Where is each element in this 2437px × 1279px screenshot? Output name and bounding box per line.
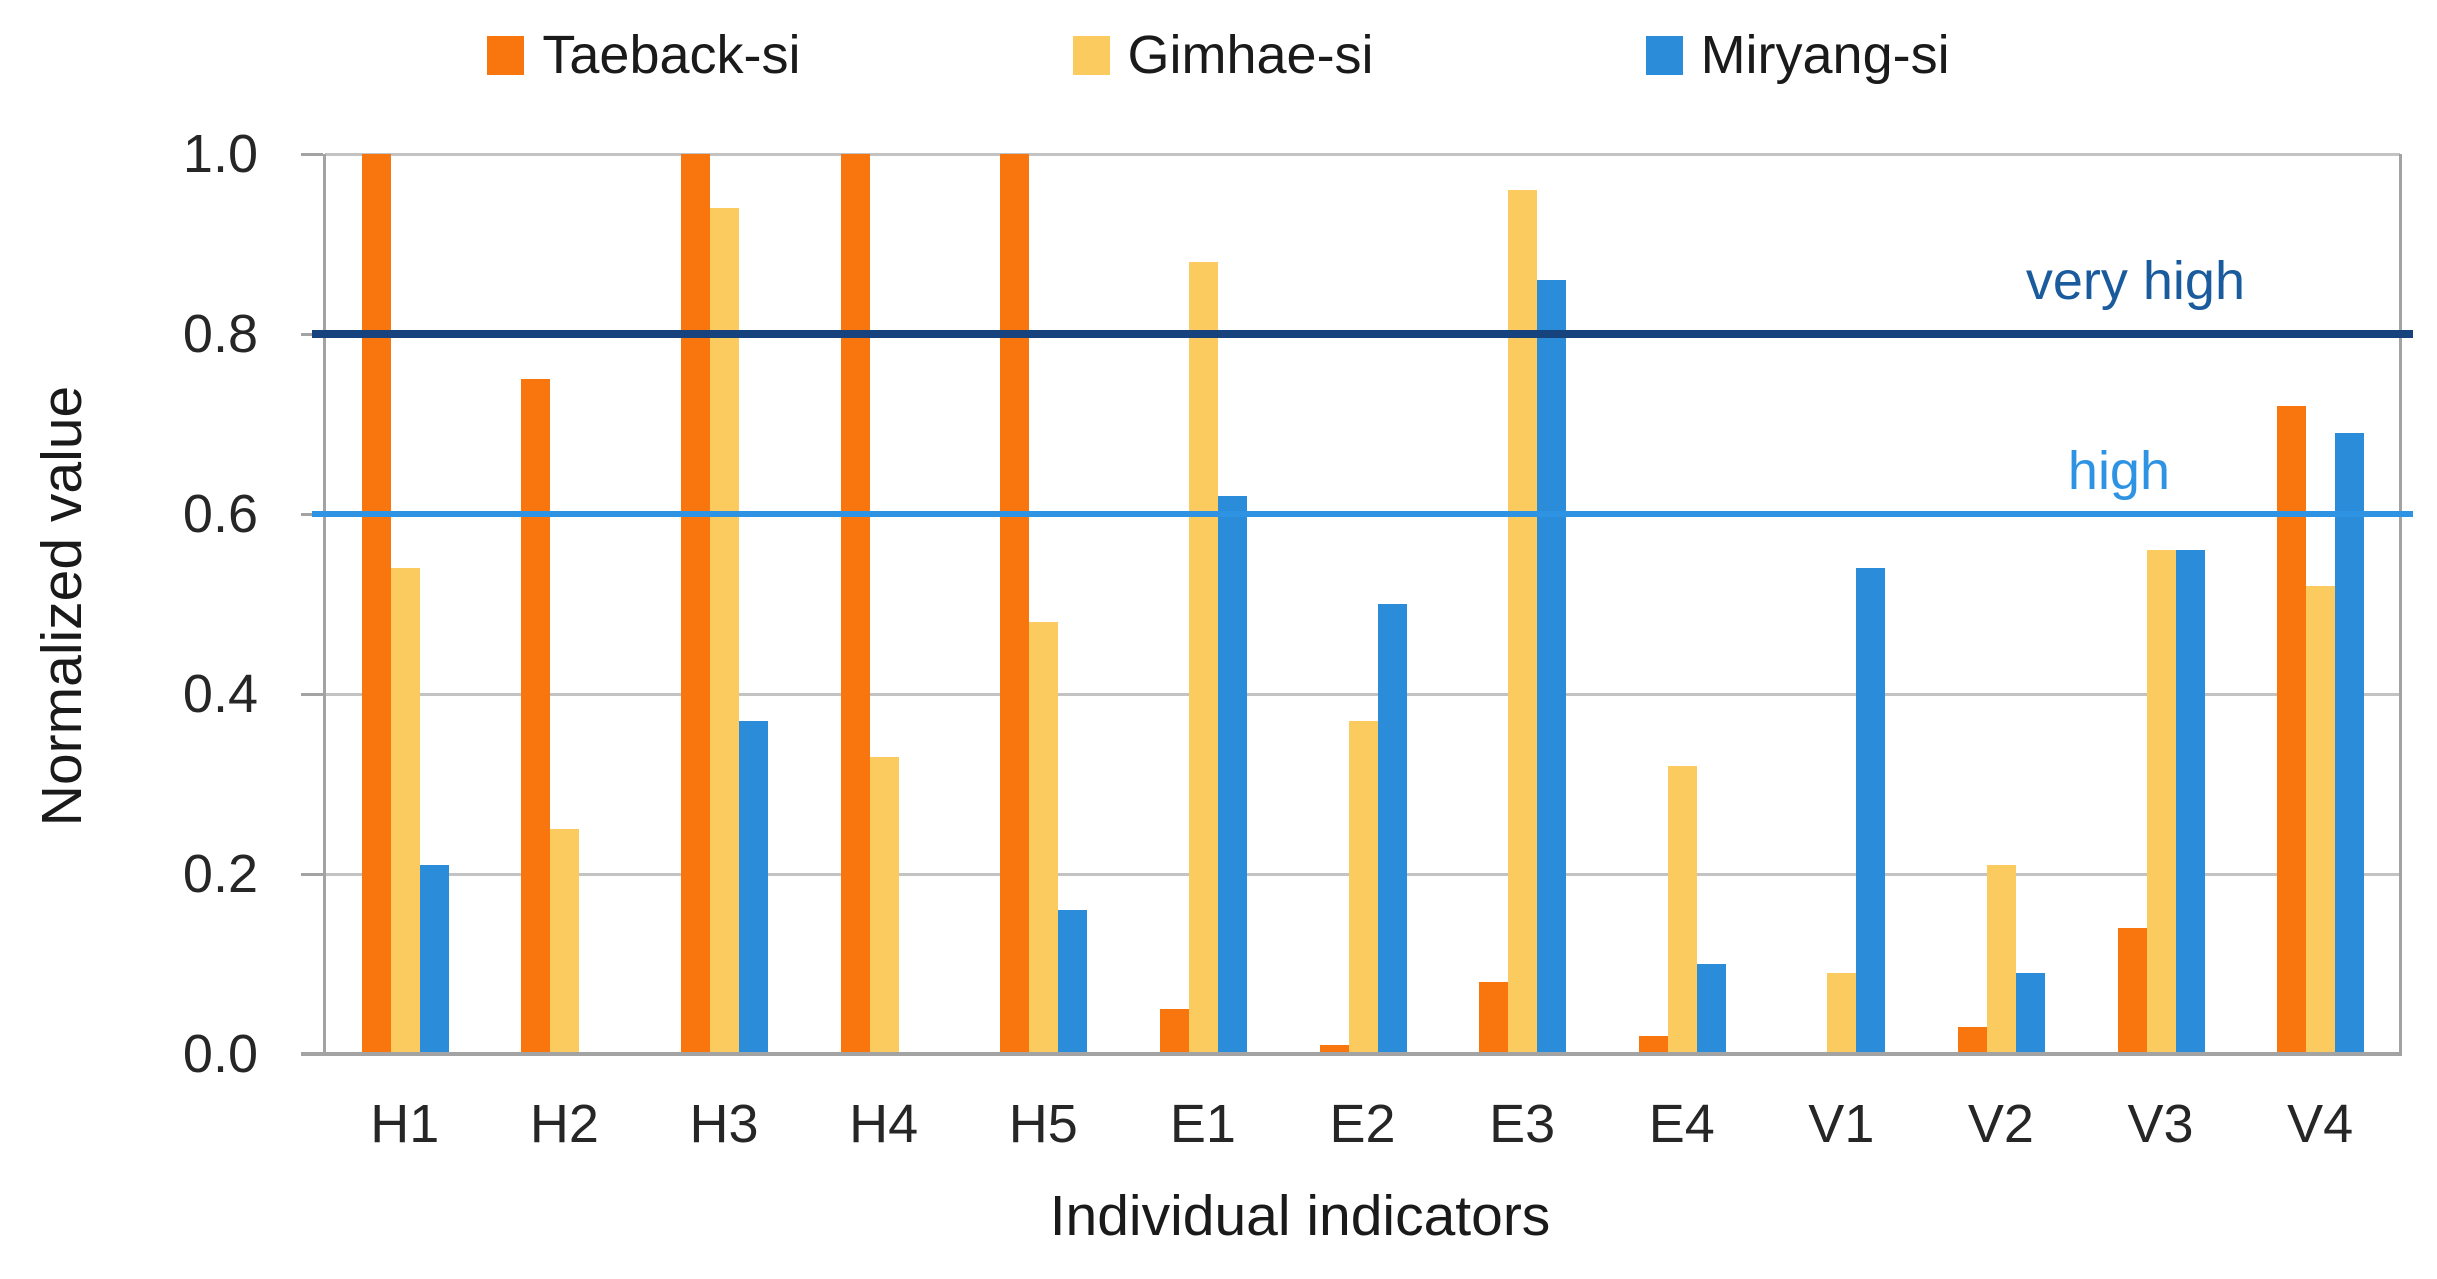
bar-H3-miryang-si xyxy=(739,721,769,1054)
x-tick-label-H2: H2 xyxy=(529,1094,599,1154)
legend-swatch-icon xyxy=(487,35,525,75)
bar-E4-miryang-si xyxy=(1696,964,1726,1054)
plot-right-border xyxy=(2399,154,2402,1054)
bar-E2-taeback-si xyxy=(1319,1045,1349,1054)
x-tick-label-E3: E3 xyxy=(1489,1094,1556,1154)
bar-V2-gimhae-si xyxy=(1986,865,2016,1054)
y-tick-label: 0.4 xyxy=(182,664,258,724)
gridline-y-1.0 xyxy=(325,152,2400,156)
bar-E3-taeback-si xyxy=(1479,982,1509,1054)
bar-E2-miryang-si xyxy=(1377,604,1407,1054)
y-tick-mark xyxy=(301,152,323,156)
bar-H1-gimhae-si xyxy=(390,568,420,1054)
x-tick-label-V1: V1 xyxy=(1808,1094,1875,1154)
gridline-y-0.4 xyxy=(325,692,2400,696)
reference-label-high: high xyxy=(2067,441,2170,501)
bar-E4-gimhae-si xyxy=(1667,766,1697,1054)
bar-E4-taeback-si xyxy=(1638,1036,1668,1054)
bar-V3-taeback-si xyxy=(2117,928,2147,1054)
y-tick-mark xyxy=(301,692,323,696)
y-tick-label: 0.8 xyxy=(182,304,258,364)
x-axis-line xyxy=(301,1052,2402,1056)
bar-H5-taeback-si xyxy=(1000,154,1030,1054)
x-axis-title: Individual indicators xyxy=(1049,1184,1551,1248)
x-tick-label-V3: V3 xyxy=(2127,1094,2194,1154)
bar-H3-gimhae-si xyxy=(710,208,740,1054)
legend-label: Gimhae-si xyxy=(1127,25,1374,85)
x-tick-label-E4: E4 xyxy=(1648,1094,1715,1154)
bar-H2-gimhae-si xyxy=(550,829,580,1054)
x-tick-label-V4: V4 xyxy=(2287,1094,2354,1154)
bar-V4-miryang-si xyxy=(2335,433,2365,1054)
legend-item-miryang-si: Miryang-si xyxy=(1645,24,1950,86)
bar-H1-miryang-si xyxy=(419,865,449,1054)
bar-H3-taeback-si xyxy=(681,154,711,1054)
bar-H1-taeback-si xyxy=(361,154,391,1054)
bar-H4-taeback-si xyxy=(840,154,870,1054)
y-axis-title: Normalized value xyxy=(30,385,94,827)
bar-E3-miryang-si xyxy=(1537,280,1567,1054)
bar-V3-gimhae-si xyxy=(2146,550,2176,1054)
legend-item-gimhae-si: Gimhae-si xyxy=(1072,24,1374,86)
y-tick-label: 0.2 xyxy=(182,844,258,904)
bar-E3-gimhae-si xyxy=(1508,190,1538,1054)
y-tick-label: 0.0 xyxy=(182,1024,258,1084)
bar-V2-miryang-si xyxy=(2015,973,2045,1054)
x-tick-label-E2: E2 xyxy=(1329,1094,1396,1154)
bar-V2-taeback-si xyxy=(1957,1027,1987,1054)
x-tick-label-V2: V2 xyxy=(1967,1094,2034,1154)
bar-E2-gimhae-si xyxy=(1348,721,1378,1054)
reference-label-very-high: very high xyxy=(2025,251,2245,311)
y-axis-line xyxy=(323,154,326,1054)
legend-swatch-icon xyxy=(1645,35,1683,75)
bar-H5-gimhae-si xyxy=(1029,622,1059,1054)
x-tick-label-H4: H4 xyxy=(849,1094,919,1154)
y-tick-label: 1.0 xyxy=(182,124,258,184)
x-tick-label-H5: H5 xyxy=(1008,1094,1078,1154)
x-tick-label-E1: E1 xyxy=(1169,1094,1236,1154)
x-tick-label-H3: H3 xyxy=(689,1094,759,1154)
legend-swatch-icon xyxy=(1072,35,1110,75)
bar-E1-taeback-si xyxy=(1159,1009,1189,1054)
reference-line-high xyxy=(312,511,2413,517)
y-tick-mark xyxy=(301,872,323,876)
legend-label: Taeback-si xyxy=(542,25,801,85)
bar-H2-taeback-si xyxy=(521,379,551,1054)
bar-E1-gimhae-si xyxy=(1188,262,1218,1054)
legend-item-taeback-si: Taeback-si xyxy=(487,24,801,86)
bar-V1-miryang-si xyxy=(1856,568,1886,1054)
bar-E1-miryang-si xyxy=(1217,496,1247,1054)
bar-V4-gimhae-si xyxy=(2306,586,2336,1054)
bar-H5-miryang-si xyxy=(1058,910,1088,1054)
bar-V4-taeback-si xyxy=(2277,406,2307,1054)
reference-line-very-high xyxy=(312,330,2413,338)
bar-V1-gimhae-si xyxy=(1827,973,1857,1054)
legend: Taeback-si Gimhae-si Miryang-si xyxy=(0,24,2437,86)
plot-area xyxy=(301,152,2413,1056)
y-tick-label: 0.6 xyxy=(182,484,258,544)
bar-V3-miryang-si xyxy=(2175,550,2205,1054)
x-tick-label-H1: H1 xyxy=(370,1094,440,1154)
bar-H4-gimhae-si xyxy=(869,757,899,1054)
legend-label: Miryang-si xyxy=(1700,25,1950,85)
